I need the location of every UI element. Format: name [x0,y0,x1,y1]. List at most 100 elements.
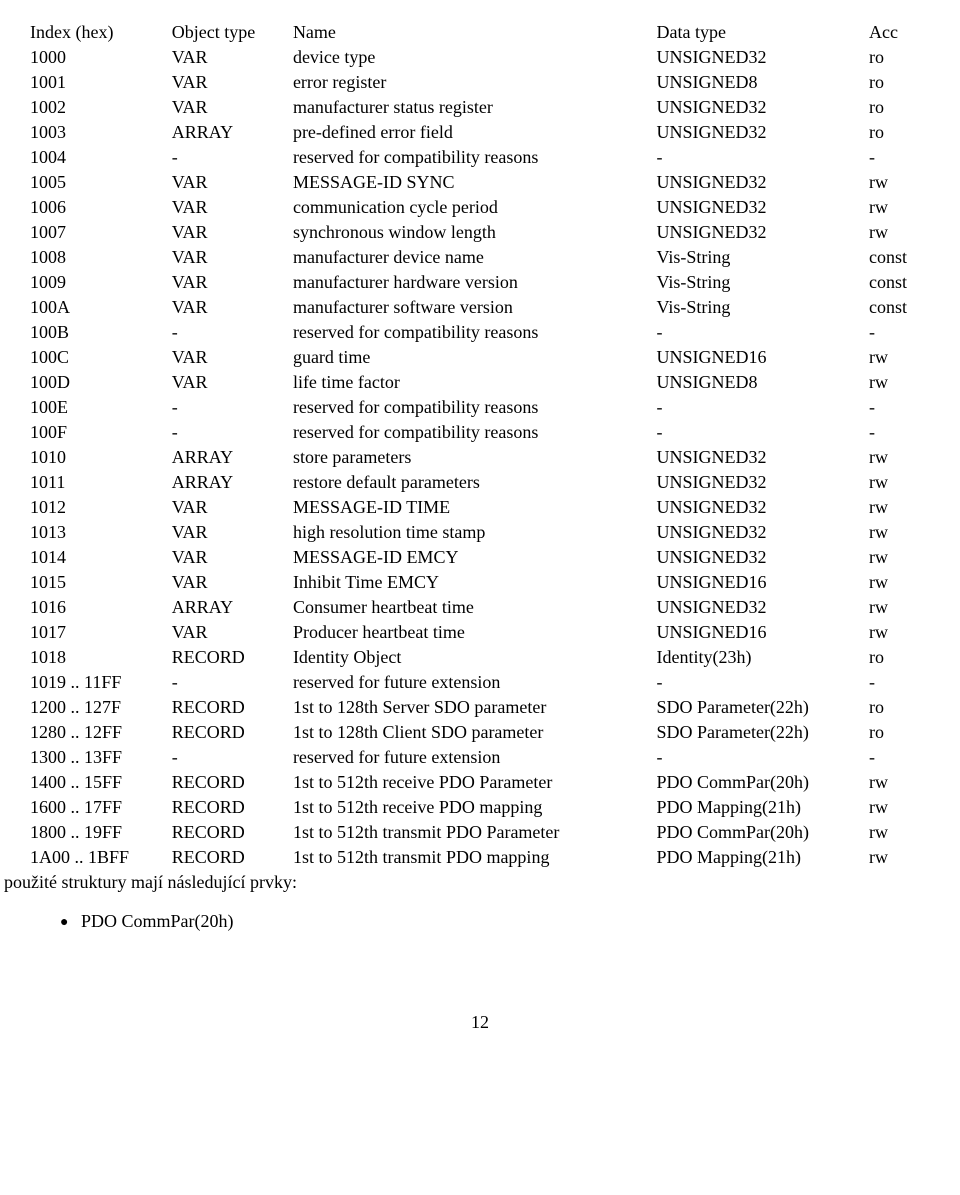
table-cell: Consumer heartbeat time [293,595,657,620]
table-row: 1003ARRAYpre-defined error fieldUNSIGNED… [30,120,930,145]
table-row: 1007VARsynchronous window lengthUNSIGNED… [30,220,930,245]
table-row: 1001VARerror registerUNSIGNED8ro [30,70,930,95]
table-cell: rw [869,595,930,620]
table-cell: - [172,670,293,695]
table-cell: ro [869,95,930,120]
table-cell: - [172,420,293,445]
col-header-name: Name [293,20,657,45]
table-cell: reserved for compatibility reasons [293,145,657,170]
table-cell: ro [869,645,930,670]
table-cell: - [656,145,869,170]
table-cell: RECORD [172,720,293,745]
table-cell: UNSIGNED32 [656,220,869,245]
bullet-label: PDO CommPar(20h) [81,911,234,931]
table-cell: SDO Parameter(22h) [656,695,869,720]
footer-text: použité struktury mají následující prvky… [4,872,930,893]
table-cell: 1A00 .. 1BFF [30,845,172,870]
table-cell: 1000 [30,45,172,70]
table-cell: - [656,745,869,770]
table-row: 100AVARmanufacturer software versionVis-… [30,295,930,320]
table-cell: rw [869,770,930,795]
table-cell: 1011 [30,470,172,495]
table-cell: 100C [30,345,172,370]
table-cell: UNSIGNED8 [656,70,869,95]
table-row: 1011ARRAYrestore default parametersUNSIG… [30,470,930,495]
table-cell: 1003 [30,120,172,145]
table-cell: - [869,420,930,445]
table-cell: UNSIGNED32 [656,120,869,145]
table-cell: UNSIGNED32 [656,520,869,545]
table-cell: 1006 [30,195,172,220]
table-cell: UNSIGNED32 [656,495,869,520]
col-header-index: Index (hex) [30,20,172,45]
table-cell: VAR [172,220,293,245]
table-row: 100F-reserved for compatibility reasons-… [30,420,930,445]
table-cell: rw [869,370,930,395]
table-cell: VAR [172,370,293,395]
table-row: 1005VARMESSAGE-ID SYNCUNSIGNED32rw [30,170,930,195]
table-cell: - [656,320,869,345]
table-cell: reserved for future extension [293,745,657,770]
table-cell: - [869,145,930,170]
table-cell: - [869,670,930,695]
table-cell: 1st to 512th transmit PDO Parameter [293,820,657,845]
col-header-acc: Acc [869,20,930,45]
table-cell: - [656,420,869,445]
table-row: 1017VARProducer heartbeat timeUNSIGNED16… [30,620,930,645]
table-cell: 1015 [30,570,172,595]
table-cell: 1280 .. 12FF [30,720,172,745]
table-cell: - [869,320,930,345]
table-cell: ARRAY [172,120,293,145]
table-row: 1004-reserved for compatibility reasons-… [30,145,930,170]
table-cell: 1009 [30,270,172,295]
table-row: 1015VARInhibit Time EMCYUNSIGNED16rw [30,570,930,595]
table-cell: manufacturer device name [293,245,657,270]
table-cell: UNSIGNED32 [656,545,869,570]
table-row: 1019 .. 11FF-reserved for future extensi… [30,670,930,695]
table-cell: UNSIGNED32 [656,445,869,470]
table-cell: 1012 [30,495,172,520]
table-cell: rw [869,620,930,645]
table-cell: RECORD [172,795,293,820]
table-cell: UNSIGNED32 [656,470,869,495]
table-cell: - [869,395,930,420]
table-cell: - [656,670,869,695]
bullet-icon: ● [60,915,68,930]
table-cell: PDO CommPar(20h) [656,770,869,795]
table-cell: 1600 .. 17FF [30,795,172,820]
table-cell: rw [869,470,930,495]
table-cell: 1st to 512th receive PDO mapping [293,795,657,820]
table-cell: UNSIGNED16 [656,345,869,370]
table-cell: UNSIGNED8 [656,370,869,395]
table-cell: RECORD [172,820,293,845]
table-cell: RECORD [172,845,293,870]
table-cell: Vis-String [656,295,869,320]
object-dictionary-table: Index (hex) Object type Name Data type A… [30,20,930,870]
table-cell: VAR [172,295,293,320]
table-cell: 100D [30,370,172,395]
table-cell: 1018 [30,645,172,670]
table-row: 1200 .. 127FRECORD1st to 128th Server SD… [30,695,930,720]
table-cell: const [869,295,930,320]
table-cell: rw [869,170,930,195]
col-header-data-type: Data type [656,20,869,45]
table-cell: high resolution time stamp [293,520,657,545]
table-cell: 1st to 128th Server SDO parameter [293,695,657,720]
table-cell: - [172,145,293,170]
bullet-list-item: ● PDO CommPar(20h) [60,911,930,932]
table-cell: VAR [172,570,293,595]
table-row: 1012VARMESSAGE-ID TIMEUNSIGNED32rw [30,495,930,520]
table-cell: VAR [172,95,293,120]
table-cell: ARRAY [172,595,293,620]
table-cell: 100B [30,320,172,345]
table-cell: manufacturer software version [293,295,657,320]
table-row: 100B-reserved for compatibility reasons-… [30,320,930,345]
table-row: 1006VARcommunication cycle periodUNSIGNE… [30,195,930,220]
table-cell: const [869,270,930,295]
table-cell: ro [869,70,930,95]
col-header-object-type: Object type [172,20,293,45]
table-cell: - [656,395,869,420]
table-cell: 1008 [30,245,172,270]
table-cell: reserved for compatibility reasons [293,395,657,420]
table-cell: 1001 [30,70,172,95]
